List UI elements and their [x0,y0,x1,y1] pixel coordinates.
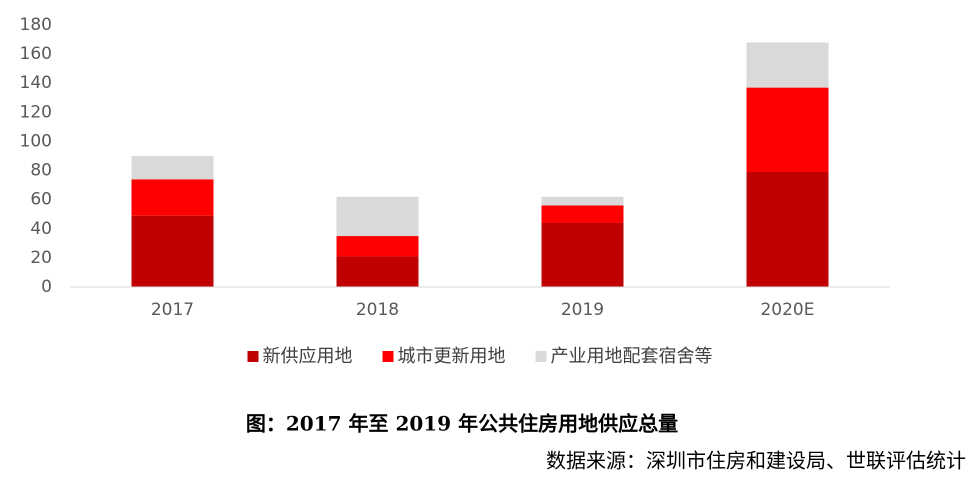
y-tick-label: 160 [20,44,52,64]
y-tick-label: 0 [41,277,52,297]
legend-label: 新供应用地 [263,346,353,367]
y-tick-label: 100 [20,131,52,151]
legend-swatch [535,351,547,362]
x-tick-label: 2017 [151,300,194,320]
x-tick-label: 2019 [561,300,604,320]
bar-segment [746,87,829,173]
legend-label: 产业用地配套宿舍等 [551,346,713,367]
legend-label: 城市更新用地 [398,346,506,367]
bar-segment [131,179,214,216]
caption: 图：2017 年至 2019 年公共住房用地供应总量 [246,412,678,436]
bar-segment [541,205,624,223]
bar-segment [541,196,624,206]
x-tick-label: 2018 [356,300,399,320]
bar-segment [746,42,829,88]
y-tick-label: 40 [30,219,52,239]
y-tick-label: 140 [20,73,52,93]
legend-swatch [247,351,259,362]
y-tick-label: 180 [20,15,52,35]
x-tick-label: 2020E [760,300,814,320]
bar-segment [541,222,624,287]
bar-segment [131,156,214,180]
y-tick-label: 60 [30,190,52,210]
bar-segment [336,256,419,287]
y-tick-label: 120 [20,102,52,122]
bar-segment [131,215,214,287]
bar-segment [336,236,419,257]
bar-segment [336,196,419,237]
y-tick-label: 20 [30,248,52,268]
y-tick-label: 80 [30,161,52,181]
legend-swatch [382,351,394,362]
bar-segment [746,172,829,287]
source: 数据来源：深圳市住房和建设局、世联评估统计 [546,449,966,473]
